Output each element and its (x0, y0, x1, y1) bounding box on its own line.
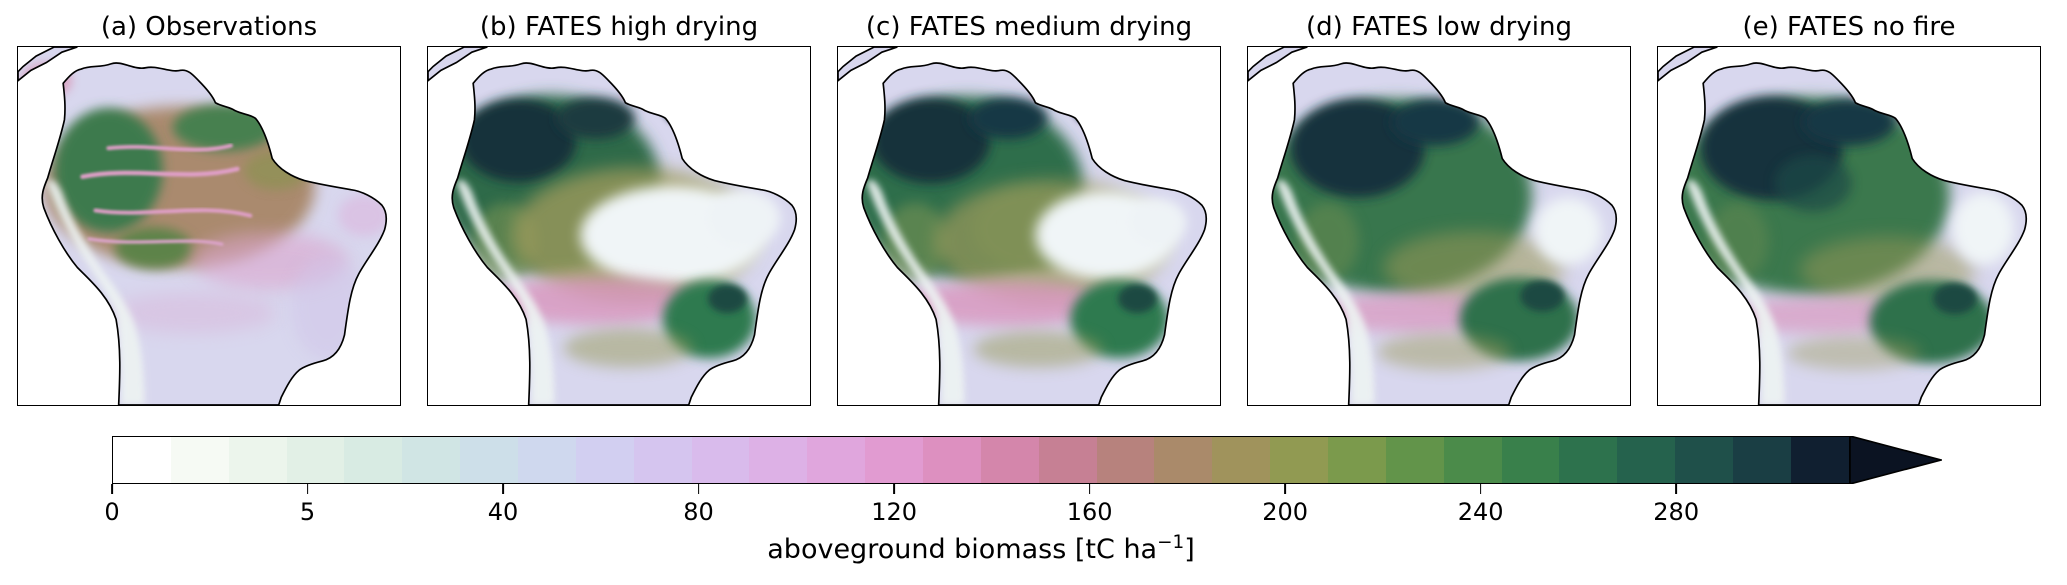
colorbar-segment (749, 437, 808, 483)
colorbar-segment (1443, 437, 1502, 483)
colorbar-segment (1790, 437, 1849, 483)
colorbar-segment (1154, 437, 1213, 483)
colorbar-segment (460, 437, 519, 483)
colorbar-segment (980, 437, 1039, 483)
colorbar-tick (1675, 484, 1678, 494)
panel-title: (a) Observations (100, 12, 318, 42)
panel-fates-high-drying: (b) FATES high drying (427, 10, 811, 406)
colorbar-segment (1328, 437, 1386, 483)
colorbar-segment (1212, 437, 1271, 483)
colorbar-tick (306, 484, 309, 494)
panel-fates-medium-drying: (c) FATES medium drying (837, 10, 1221, 406)
colorbar-ticks (111, 484, 1850, 496)
colorbar: 0 5 40 80 120 160 200 240 280 aboveground biomas… (104, 436, 1942, 565)
axis-label-suffix: ] (1184, 534, 1195, 565)
colorbar-tick-label: 280 (1653, 498, 1700, 526)
panel-fates-low-drying: (d) FATES low drying (1247, 10, 1631, 406)
map-panel-box (1657, 46, 2041, 406)
colorbar-tick-labels: 0 5 40 80 120 160 200 240 280 (104, 496, 1850, 528)
map-panels-row: (a) Observations (b) FATES high drying (… (17, 10, 2067, 406)
map-observations (18, 47, 400, 405)
colorbar-tick (1479, 484, 1482, 494)
colorbar-extend-arrow-icon (1850, 436, 1942, 484)
colorbar-segment (575, 437, 634, 483)
colorbar-tick-label: 120 (871, 498, 917, 526)
panel-title: (d) FATES low drying (1306, 12, 1572, 42)
colorbar-segment (1675, 437, 1734, 483)
colorbar-segment (1733, 437, 1791, 483)
colorbar-tick-label: 40 (487, 498, 519, 526)
colorbar-segment (1617, 437, 1676, 483)
panel-title: (c) FATES medium drying (865, 12, 1193, 42)
axis-label-text: aboveground biomass [tC ha (767, 534, 1158, 565)
colorbar-segment (344, 437, 403, 483)
colorbar-tick-label: 80 (683, 498, 714, 526)
colorbar-segment (1038, 437, 1097, 483)
colorbar-tick (502, 484, 504, 494)
map-panel-box (17, 46, 401, 406)
map-panel-box (1247, 46, 1631, 406)
map-panel-box (837, 46, 1221, 406)
colorbar-segment (170, 437, 229, 483)
colorbar-segment (1096, 437, 1155, 483)
colorbar-segment (691, 437, 750, 483)
colorbar-segment (865, 437, 924, 483)
colorbar-tick (1088, 484, 1091, 494)
panel-observations: (a) Observations (17, 10, 401, 406)
colorbar-axis-label: aboveground biomass [tC ha−1] (112, 532, 1850, 565)
panel-title: (b) FATES high drying (479, 12, 759, 42)
colorbar-gradient (112, 436, 1850, 484)
colorbar-tick (1284, 484, 1287, 494)
colorbar-segment (1270, 437, 1329, 483)
colorbar-segment (113, 437, 171, 483)
map-fates-low-drying (1248, 47, 1630, 405)
colorbar-segment (1385, 437, 1444, 483)
colorbar-tick-label: 200 (1262, 498, 1309, 526)
panel-title: (e) FATES no fire (1742, 12, 1956, 42)
colorbar-segment (633, 437, 692, 483)
colorbar-tick-label: 240 (1457, 498, 1504, 526)
colorbar-segment (807, 437, 866, 483)
colorbar-tick (697, 484, 700, 494)
colorbar-segment (228, 437, 287, 483)
map-fates-high-drying (428, 47, 810, 405)
colorbar-tick-label: 5 (299, 498, 316, 526)
panel-fates-no-fire: (e) FATES no fire (1657, 10, 2041, 406)
colorbar-tick (111, 484, 113, 494)
colorbar-segment (518, 437, 576, 483)
colorbar-segment (1501, 437, 1560, 483)
colorbar-tick (893, 484, 895, 494)
colorbar-segment (286, 437, 345, 483)
colorbar-tick-label: 0 (104, 498, 120, 526)
axis-label-superscript: −1 (1157, 532, 1185, 553)
map-fates-medium-drying (838, 47, 1220, 405)
colorbar-segment (1559, 437, 1618, 483)
colorbar-tick-label: 160 (1066, 498, 1113, 526)
colorbar-segment (402, 437, 461, 483)
map-panel-box (427, 46, 811, 406)
colorbar-segment (923, 437, 981, 483)
map-fates-no-fire (1658, 47, 2040, 405)
colorbar-bar-row (112, 436, 1942, 484)
